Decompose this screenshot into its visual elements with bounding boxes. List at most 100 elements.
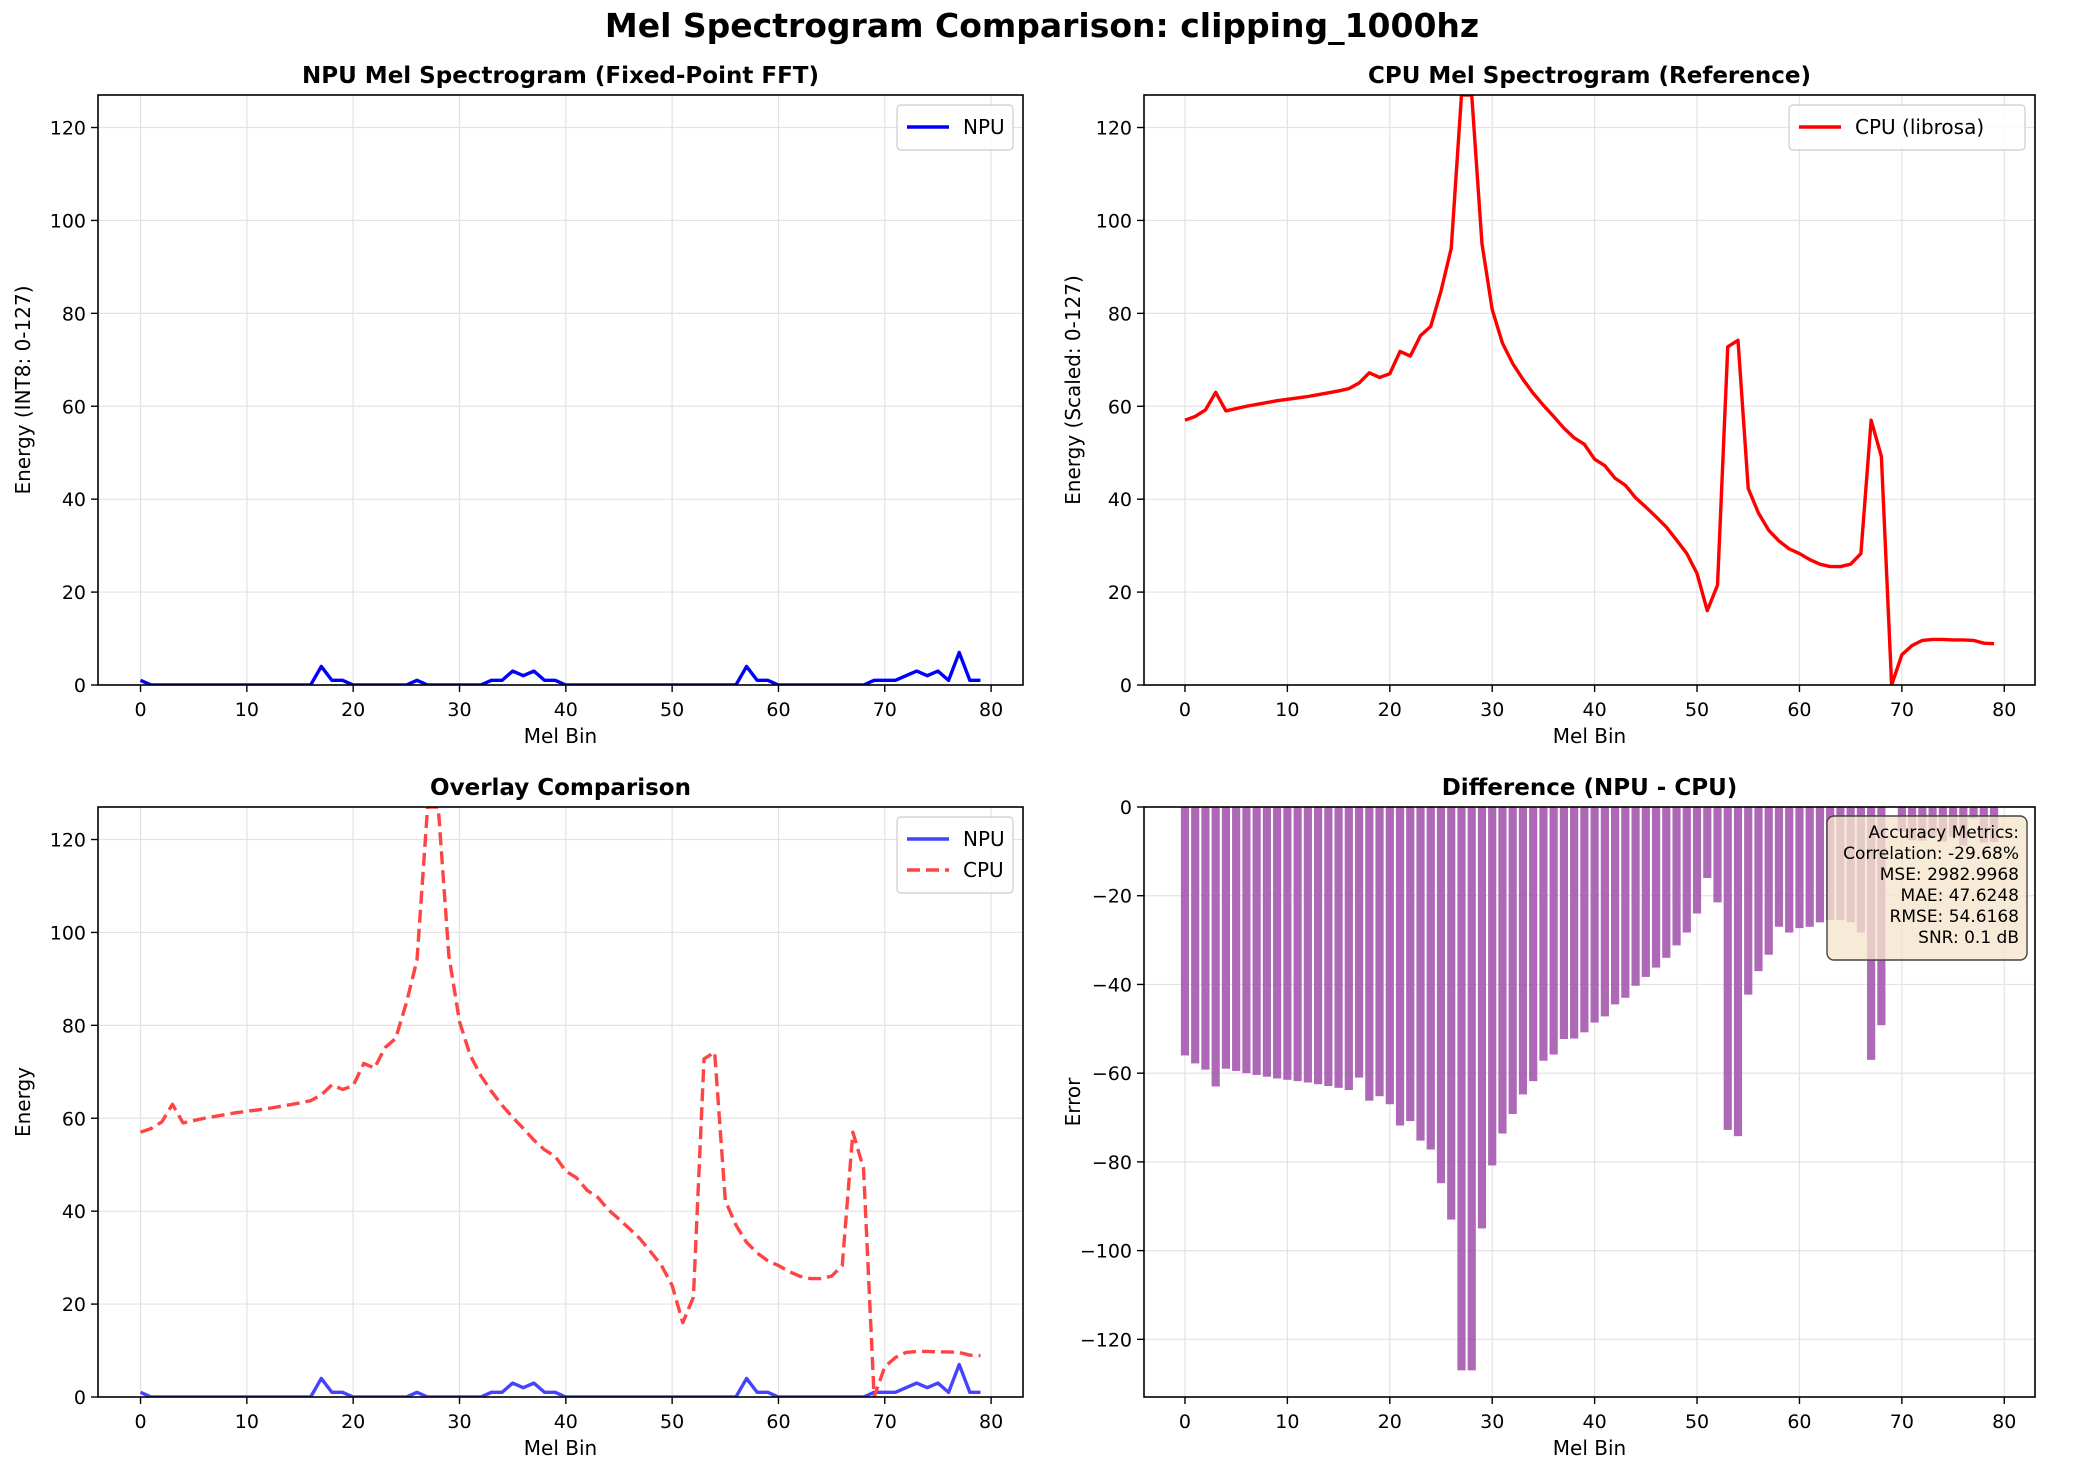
x-tick-label: 30 [1480, 1411, 1504, 1433]
y-tick-label: 100 [1096, 210, 1132, 232]
figure-title: Mel Spectrogram Comparison: clipping_100… [604, 6, 1480, 45]
difference-bar [1385, 807, 1394, 1105]
difference-bar [1590, 807, 1599, 1023]
y-tick-label: 80 [1108, 303, 1132, 325]
difference-bar [1406, 807, 1415, 1122]
x-tick-label: 10 [235, 1411, 259, 1433]
difference-bar [1242, 807, 1251, 1074]
x-axis-label: Mel Bin [1553, 1436, 1626, 1460]
y-tick-label: −80 [1092, 1152, 1132, 1174]
difference-bar [1611, 807, 1620, 1005]
difference-bar [1221, 807, 1231, 1069]
panel-3: 0 10 20 30 40 50 60 70 80 0 20 40 60 80 100 120 Overlay … [11, 775, 1024, 1460]
y-tick-label: 0 [1120, 797, 1132, 819]
legend-label: NPU [963, 827, 1005, 851]
y-axis-label: Error [1061, 1077, 1085, 1127]
x-tick-label: 50 [1685, 1411, 1709, 1433]
difference-bar [1416, 807, 1425, 1141]
legend-label: CPU [963, 858, 1004, 882]
difference-bar [1262, 807, 1271, 1077]
difference-bar [1508, 807, 1517, 1114]
difference-bar [1580, 807, 1589, 1033]
y-tick-label: 80 [62, 303, 86, 325]
difference-bar [1426, 807, 1435, 1150]
y-tick-label: 60 [1108, 396, 1132, 418]
y-tick-label: 80 [62, 1015, 86, 1037]
x-tick-label: 80 [1992, 1411, 2016, 1433]
x-tick-label: 0 [1179, 699, 1191, 721]
y-tick-label: 20 [62, 582, 86, 604]
x-tick-label: 40 [554, 1411, 578, 1433]
plot-area [1180, 807, 1999, 1371]
x-axis-label: Mel Bin [1553, 724, 1626, 748]
x-tick-label: 80 [979, 699, 1003, 721]
y-tick-label: −60 [1092, 1063, 1132, 1085]
difference-bar [1201, 807, 1210, 1070]
difference-bar [1764, 807, 1773, 955]
difference-bar [1447, 807, 1456, 1220]
difference-bar [1600, 807, 1609, 1017]
x-tick-label: 50 [660, 1411, 684, 1433]
difference-bar [1570, 807, 1579, 1039]
legend-box [1788, 104, 2026, 151]
panel-4: 0 10 20 30 40 50 60 70 80 0 −20 −40 −60 −80 −100 −120 Di… [1061, 775, 2036, 1460]
difference-bar [1344, 807, 1353, 1091]
panel-title: Overlay Comparison [430, 775, 691, 801]
difference-bar [1662, 807, 1671, 958]
x-tick-label: 70 [873, 699, 897, 721]
x-tick-label: 60 [1787, 1411, 1811, 1433]
metrics-line: MSE: 2982.9968 [1880, 865, 2019, 885]
difference-bar [1314, 807, 1323, 1085]
y-tick-label: 60 [62, 396, 86, 418]
legend: CPU (librosa) [1788, 104, 2026, 151]
x-tick-label: 60 [1787, 699, 1811, 721]
y-tick-label: 40 [62, 1201, 86, 1223]
legend-label: NPU [963, 115, 1005, 139]
difference-bar [1488, 807, 1497, 1166]
axes-frame [97, 94, 1024, 686]
y-tick-label: 40 [1108, 489, 1132, 511]
difference-bar [1631, 807, 1640, 986]
accuracy-metrics-box: Accuracy Metrics:Correlation: -29.68%MSE… [1826, 815, 2028, 961]
difference-bar [1774, 807, 1784, 927]
axes-frame [1143, 94, 2036, 686]
difference-bar [1785, 807, 1794, 933]
difference-bar [1651, 807, 1661, 968]
y-tick-label: 20 [62, 1294, 86, 1316]
x-tick-label: 0 [134, 699, 146, 721]
difference-bar [1283, 807, 1292, 1080]
difference-bar [1334, 807, 1343, 1088]
difference-bar [1252, 807, 1261, 1075]
difference-bar [1375, 807, 1384, 1097]
difference-bar [1672, 807, 1681, 946]
x-tick-label: 30 [1480, 699, 1504, 721]
x-tick-label: 70 [873, 1411, 897, 1433]
legend: NPU CPU [896, 816, 1014, 894]
x-tick-label: 40 [1583, 699, 1607, 721]
y-tick-label: 0 [74, 675, 86, 697]
difference-bar [1324, 807, 1333, 1087]
difference-bar [1754, 807, 1763, 972]
x-tick-label: 0 [1179, 1411, 1191, 1433]
legend: NPU [896, 104, 1014, 151]
y-axis-label: Energy (INT8: 0-127) [11, 286, 35, 495]
difference-bar [1395, 807, 1405, 1126]
plot-area [1184, 95, 1995, 685]
y-tick-label: −100 [1080, 1241, 1132, 1263]
metrics-line: Correlation: -29.68% [1843, 844, 2019, 864]
difference-bar [1703, 807, 1712, 878]
y-axis-label: Energy [11, 1067, 35, 1137]
x-tick-label: 50 [660, 699, 684, 721]
difference-bar [1354, 807, 1364, 1078]
y-tick-label: −20 [1092, 886, 1132, 908]
difference-bar [1303, 807, 1312, 1083]
difference-bar [1713, 807, 1722, 903]
x-axis-label: Mel Bin [524, 724, 597, 748]
difference-bar [1191, 807, 1200, 1064]
difference-bar [1436, 807, 1446, 1184]
axes-frame [1143, 806, 2036, 1398]
difference-bar [1969, 807, 1978, 819]
difference-bar [1692, 807, 1702, 914]
difference-bar [1232, 807, 1241, 1071]
